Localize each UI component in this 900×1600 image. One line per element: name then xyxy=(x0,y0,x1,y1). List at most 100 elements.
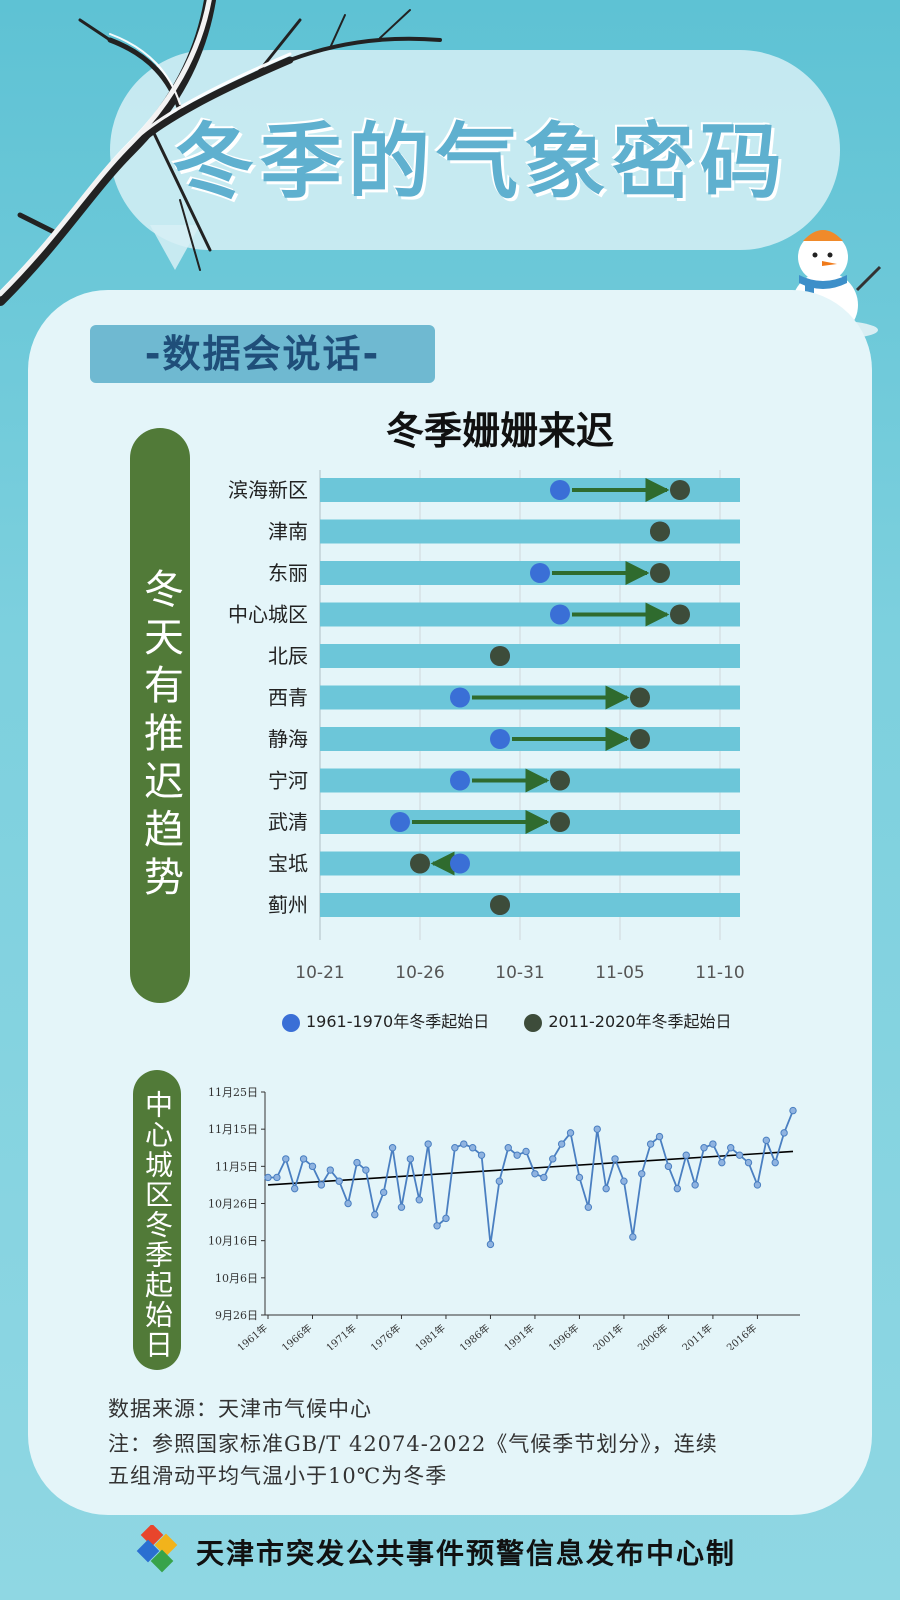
data-point xyxy=(264,1173,272,1182)
footer-organization: 天津市突发公共事件预警信息发布中心制 xyxy=(196,1537,737,1570)
point-1961-1970 xyxy=(450,687,470,708)
x-tick-label: 11-05 xyxy=(595,963,644,983)
data-point xyxy=(282,1155,290,1163)
data-point xyxy=(700,1144,708,1152)
data-point xyxy=(602,1184,610,1193)
data-point xyxy=(655,1132,664,1141)
category-label: 东丽 xyxy=(268,561,308,585)
data-point xyxy=(682,1151,690,1159)
data-point xyxy=(504,1144,512,1152)
data-point xyxy=(557,1140,566,1148)
chart-legend: 1961-1970年冬季起始日 2011-2020年冬季起始日 xyxy=(282,1008,762,1032)
legend-item-1961: 1961-1970年冬季起始日 xyxy=(282,1008,489,1032)
section-tag: -数据会说话- xyxy=(90,325,435,383)
y-tick-label: 10月6日 xyxy=(215,1272,258,1285)
point-1961-1970 xyxy=(450,853,470,874)
category-label: 津南 xyxy=(268,520,308,544)
point-2011-2020 xyxy=(550,812,570,832)
data-point xyxy=(575,1173,584,1182)
speech-bubble-tail xyxy=(150,225,200,270)
point-1961-1970 xyxy=(450,770,470,791)
data-point xyxy=(273,1173,281,1182)
data-point xyxy=(477,1151,486,1159)
data-point xyxy=(584,1203,593,1211)
source-note: 数据来源：天津市气候中心 xyxy=(108,1397,372,1421)
y-tick-label: 9月26日 xyxy=(215,1309,258,1322)
x-tick-label: 1966年 xyxy=(279,1321,315,1350)
data-point xyxy=(753,1181,762,1189)
y-tick-label: 11月25日 xyxy=(208,1086,258,1099)
series-line xyxy=(268,1110,794,1245)
point-2011-2020 xyxy=(550,770,570,791)
point-2011-2020 xyxy=(650,521,670,542)
legend-dot-1961 xyxy=(282,1013,300,1032)
page-title: 冬季的气象密码 xyxy=(171,115,788,210)
category-label: 蓟州 xyxy=(268,893,308,917)
data-point xyxy=(442,1214,450,1223)
category-label: 武清 xyxy=(268,810,308,834)
x-tick-label: 1986年 xyxy=(457,1321,493,1350)
data-point xyxy=(629,1233,637,1241)
point-1961-1970 xyxy=(390,812,410,832)
point-1961-1970 xyxy=(550,480,570,500)
x-tick-label: 11-10 xyxy=(695,963,744,983)
category-label: 西青 xyxy=(268,686,308,710)
data-point xyxy=(744,1158,753,1167)
data-point xyxy=(638,1170,646,1178)
organization-logo xyxy=(136,1525,178,1573)
data-point xyxy=(522,1147,530,1156)
point-1961-1970 xyxy=(550,604,570,625)
point-2011-2020 xyxy=(630,687,650,708)
category-bar xyxy=(320,519,740,544)
data-point xyxy=(424,1140,432,1148)
data-point xyxy=(468,1144,477,1152)
data-point xyxy=(566,1129,575,1137)
category-bar xyxy=(320,644,740,668)
data-point xyxy=(771,1158,779,1167)
category-label: 宁河 xyxy=(268,769,308,793)
data-point xyxy=(611,1155,619,1163)
point-2011-2020 xyxy=(650,563,670,583)
y-tick-label: 11月15日 xyxy=(208,1123,258,1136)
data-point xyxy=(486,1240,495,1249)
data-point xyxy=(460,1140,468,1148)
x-tick-label: 1961年 xyxy=(234,1321,270,1350)
category-label: 静海 xyxy=(268,727,308,751)
data-point xyxy=(691,1181,699,1189)
data-point xyxy=(540,1173,548,1182)
data-point xyxy=(379,1188,388,1197)
y-tick-label: 10月26日 xyxy=(208,1198,258,1211)
point-2011-2020 xyxy=(630,729,650,749)
data-point xyxy=(789,1106,797,1115)
x-tick-label: 2011年 xyxy=(679,1321,715,1350)
data-point xyxy=(549,1155,557,1163)
category-label: 北辰 xyxy=(268,644,308,668)
legend-label-1961: 1961-1970年冬季起始日 xyxy=(306,1012,490,1031)
data-point xyxy=(397,1203,406,1211)
data-point xyxy=(388,1144,397,1152)
point-1961-1970 xyxy=(530,563,550,583)
x-tick-label: 1991年 xyxy=(501,1321,537,1350)
x-tick-label: 10-31 xyxy=(495,963,544,983)
side-label-trend: 冬天有推迟趋势 xyxy=(130,428,190,1003)
x-tick-label: 1971年 xyxy=(323,1321,359,1350)
legend-item-2011: 2011-2020年冬季起始日 xyxy=(524,1008,732,1032)
data-point xyxy=(709,1140,717,1148)
standard-note-line-2: 五组滑动平均气温小于10℃为冬季 xyxy=(108,1464,448,1488)
data-point xyxy=(593,1125,601,1133)
category-label: 滨海新区 xyxy=(228,478,308,502)
data-point xyxy=(620,1177,628,1185)
legend-dot-2011 xyxy=(524,1013,543,1032)
legend-label-2011: 2011-2020年冬季起始日 xyxy=(548,1012,732,1031)
trend-line xyxy=(267,1150,794,1186)
chart-title: 冬季姗姗来迟 xyxy=(385,409,614,453)
data-point xyxy=(415,1196,423,1204)
city-onset-line-chart: 9月26日 10月6日 10月16日 10月26日 11月5日 11月15日 11月25日 1… xyxy=(208,1086,800,1350)
data-point xyxy=(299,1155,308,1163)
y-tick-label: 11月5日 xyxy=(215,1160,258,1173)
x-tick-label: 2016年 xyxy=(724,1321,760,1350)
category-label: 宝坻 xyxy=(268,852,308,876)
data-point xyxy=(735,1151,744,1159)
point-1961-1970 xyxy=(490,729,510,749)
